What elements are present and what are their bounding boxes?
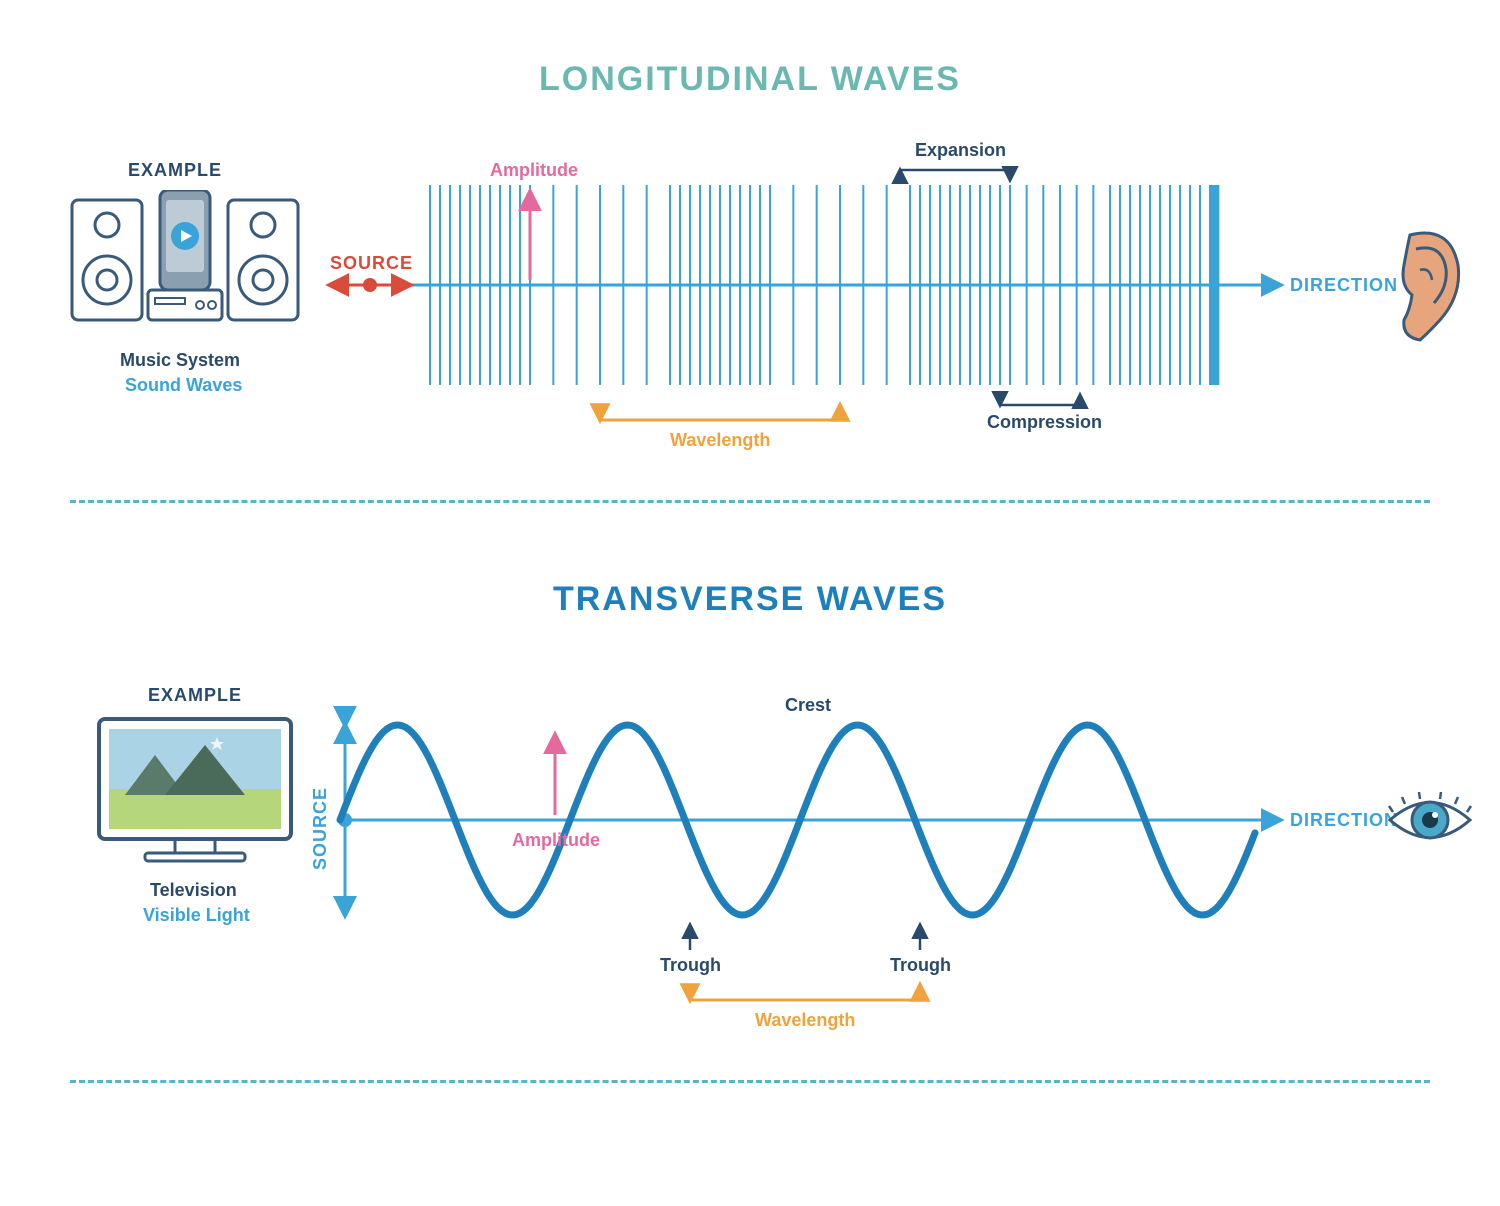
- trough-label-2: Trough: [890, 955, 951, 976]
- transverse-wave-svg: [0, 540, 1500, 1120]
- longitudinal-wave-svg: [0, 0, 1500, 560]
- source-label-longitudinal: SOURCE: [330, 253, 413, 274]
- direction-label-longitudinal: DIRECTION: [1290, 275, 1398, 296]
- compression-label: Compression: [987, 412, 1102, 433]
- divider-2: [70, 1080, 1430, 1083]
- crest-label: Crest: [785, 695, 831, 716]
- wavelength-label-longitudinal: Wavelength: [670, 430, 770, 451]
- ear-icon: [1390, 225, 1470, 345]
- amplitude-label-transverse: Amplitude: [512, 830, 600, 851]
- source-label-transverse: SOURCE: [310, 787, 331, 870]
- divider-1: [70, 500, 1430, 503]
- longitudinal-panel: LONGITUDINAL WAVES EXAMPLE Music System …: [0, 0, 1500, 560]
- wavelength-label-transverse: Wavelength: [755, 1010, 855, 1031]
- eye-icon: [1385, 790, 1475, 850]
- amplitude-label-longitudinal: Amplitude: [490, 160, 578, 181]
- expansion-label: Expansion: [915, 140, 1006, 161]
- direction-label-transverse: DIRECTION: [1290, 810, 1398, 831]
- transverse-panel: TRANSVERSE WAVES EXAMPLE Television Visi…: [0, 540, 1500, 1120]
- trough-label-1: Trough: [660, 955, 721, 976]
